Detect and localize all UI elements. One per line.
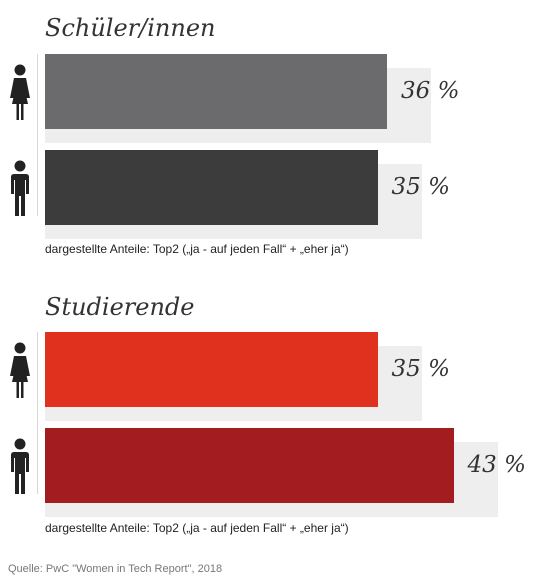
- chart-note: dargestellte Anteile: Top2 („ja - auf je…: [45, 521, 349, 535]
- section-title-studierende: Studierende: [45, 293, 195, 321]
- bar-value-label: 43 %: [467, 452, 526, 478]
- female-person-icon: [8, 64, 32, 120]
- male-person-icon: [8, 438, 32, 494]
- bar-female: [45, 332, 378, 407]
- section-title-schueler: Schüler/innen: [45, 14, 216, 42]
- male-person-icon: [8, 160, 32, 216]
- bar-male: [45, 150, 378, 225]
- source-note: Quelle: PwC "Women in Tech Report", 2018: [8, 563, 223, 575]
- axis-line: [37, 332, 38, 494]
- axis-line: [37, 54, 38, 216]
- bar-female: [45, 54, 387, 129]
- bar-value-label: 35 %: [391, 356, 450, 382]
- chart-note: dargestellte Anteile: Top2 („ja - auf je…: [45, 242, 349, 256]
- female-person-icon: [8, 342, 32, 398]
- bar-value-label: 35 %: [391, 174, 450, 200]
- bar-value-label: 36 %: [401, 78, 460, 104]
- bar-male: [45, 428, 454, 503]
